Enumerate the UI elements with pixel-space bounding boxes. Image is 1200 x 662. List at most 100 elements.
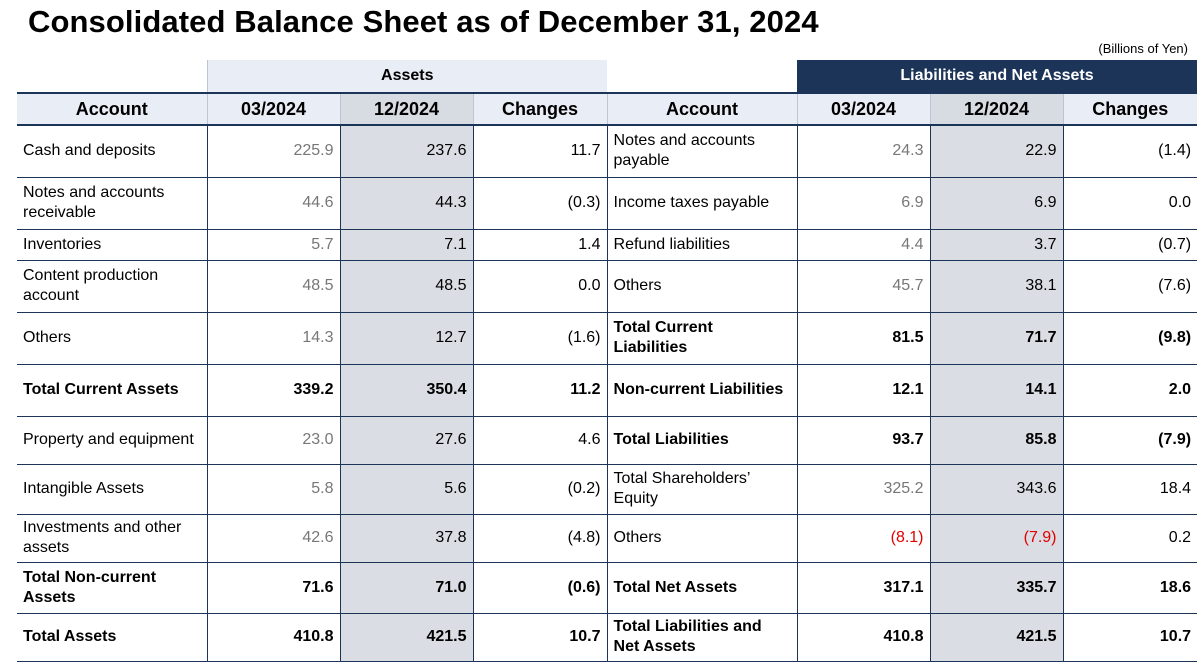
assets-header: Assets [206,60,608,93]
assets-changes-cell: 11.7 [473,125,608,178]
liab-changes-cell: 18.4 [1063,464,1198,515]
liab-cur-value-cell: 3.7 [930,229,1064,261]
liab-account-cell: Total Liabilities [607,416,798,465]
assets-prev-value-cell: 71.6 [207,562,341,614]
assets-changes-cell: (4.8) [473,514,608,563]
liab-cur-value-cell: (7.9) [930,514,1064,563]
liab-prev-value-cell: 325.2 [797,464,931,515]
assets-cur-value-cell: 350.4 [340,364,474,417]
assets-cur-value-cell: 7.1 [340,229,474,261]
assets-changes-cell: (0.2) [473,464,608,515]
table-row: Inventories 5.7 7.1 1.4 Refund liabilities 4.… [17,229,1198,261]
assets-account-cell: Property and equipment [17,416,208,465]
assets-prev-value-cell: 410.8 [207,613,341,662]
liab-account-cell: Total Current Liabilities [607,312,798,365]
assets-changes-cell: 10.7 [473,613,608,662]
assets-cur-value-cell: 5.6 [340,464,474,515]
assets-prev-value-cell: 44.6 [207,177,341,230]
spacer-cell [17,60,207,93]
liab-changes-cell: 0.0 [1063,177,1198,230]
unit-label: (Billions of Yen) [1098,41,1188,56]
col-cur-assets: 12/2024 [340,92,474,126]
assets-cur-value-cell: 48.5 [340,260,474,313]
liab-cur-value-cell: 14.1 [930,364,1064,417]
liab-changes-cell: (7.9) [1063,416,1198,465]
liab-prev-value-cell: 6.9 [797,177,931,230]
assets-changes-cell: (0.3) [473,177,608,230]
assets-account-cell: Total Non-current Assets [17,562,208,614]
assets-prev-value-cell: 5.8 [207,464,341,515]
assets-prev-value-cell: 225.9 [207,125,341,178]
col-changes-liab: Changes [1063,92,1198,126]
table-row: Total Current Assets 339.2 350.4 11.2 Non-cu… [17,364,1198,417]
assets-changes-cell: 4.6 [473,416,608,465]
liab-account-cell: Total Liabilities and Net Assets [607,613,798,662]
assets-cur-value-cell: 37.8 [340,514,474,563]
liab-prev-value-cell: 45.7 [797,260,931,313]
liab-changes-cell: (0.7) [1063,229,1198,261]
liab-changes-cell: (1.4) [1063,125,1198,178]
liab-changes-cell: 10.7 [1063,613,1198,662]
liab-account-cell: Others [607,514,798,563]
page-title: Consolidated Balance Sheet as of Decembe… [28,4,819,39]
liab-prev-value-cell: 4.4 [797,229,931,261]
liab-prev-value-cell: 24.3 [797,125,931,178]
liab-changes-cell: 0.2 [1063,514,1198,563]
liab-account-cell: Income taxes payable [607,177,798,230]
liab-account-cell: Refund liabilities [607,229,798,261]
liab-cur-value-cell: 421.5 [930,613,1064,662]
column-header-row: Account 03/2024 12/2024 Changes Account … [17,92,1198,126]
assets-cur-value-cell: 421.5 [340,613,474,662]
assets-cur-value-cell: 237.6 [340,125,474,178]
assets-prev-value-cell: 23.0 [207,416,341,465]
assets-account-cell: Intangible Assets [17,464,208,515]
liab-account-cell: Others [607,260,798,313]
col-prev-liab: 03/2024 [797,92,931,126]
assets-account-cell: Total Current Assets [17,364,208,417]
liab-prev-value-cell: 93.7 [797,416,931,465]
liab-changes-cell: 2.0 [1063,364,1198,417]
table-row: Investments and other assets 42.6 37.8 (4.8… [17,514,1198,563]
balance-sheet-table: Assets Liabilities and Net Assets Accoun… [17,60,1198,662]
liab-cur-value-cell: 71.7 [930,312,1064,365]
col-changes-assets: Changes [473,92,608,126]
table-row: Total Non-current Assets 71.6 71.0 (0.6) Tot… [17,562,1198,614]
table-row: Others 14.3 12.7 (1.6) Total Current Liabili… [17,312,1198,365]
assets-account-cell: Cash and deposits [17,125,208,178]
liab-prev-value-cell: 12.1 [797,364,931,417]
liab-account-cell: Total Shareholders’ Equity [607,464,798,515]
assets-changes-cell: (1.6) [473,312,608,365]
liab-changes-cell: 18.6 [1063,562,1198,614]
liab-cur-value-cell: 6.9 [930,177,1064,230]
liab-prev-value-cell: 317.1 [797,562,931,614]
assets-changes-cell: 0.0 [473,260,608,313]
liabilities-header: Liabilities and Net Assets [797,60,1198,93]
liab-prev-value-cell: 410.8 [797,613,931,662]
table-row: Intangible Assets 5.8 5.6 (0.2) Total Shareh… [17,464,1198,515]
table-row: Cash and deposits 225.9 237.6 11.7 Notes and… [17,125,1198,178]
table-row: Content production account 48.5 48.5 0.0 Oth… [17,260,1198,313]
liab-account-cell: Total Net Assets [607,562,798,614]
col-prev-assets: 03/2024 [207,92,341,126]
assets-prev-value-cell: 42.6 [207,514,341,563]
table-row: Total Assets 410.8 421.5 10.7 Total Liabilit… [17,613,1198,662]
liab-cur-value-cell: 343.6 [930,464,1064,515]
assets-account-cell: Total Assets [17,613,208,662]
assets-prev-value-cell: 339.2 [207,364,341,417]
assets-prev-value-cell: 48.5 [207,260,341,313]
assets-account-cell: Content production account [17,260,208,313]
liab-cur-value-cell: 335.7 [930,562,1064,614]
assets-cur-value-cell: 12.7 [340,312,474,365]
assets-prev-value-cell: 14.3 [207,312,341,365]
assets-changes-cell: (0.6) [473,562,608,614]
liab-account-cell: Non-current Liabilities [607,364,798,417]
assets-prev-value-cell: 5.7 [207,229,341,261]
col-cur-liab: 12/2024 [930,92,1064,126]
col-account-liab: Account [607,92,798,126]
spacer-cell [607,60,798,93]
assets-account-cell: Notes and accounts receivable [17,177,208,230]
assets-changes-cell: 11.2 [473,364,608,417]
liab-changes-cell: (9.8) [1063,312,1198,365]
liab-cur-value-cell: 22.9 [930,125,1064,178]
assets-cur-value-cell: 44.3 [340,177,474,230]
